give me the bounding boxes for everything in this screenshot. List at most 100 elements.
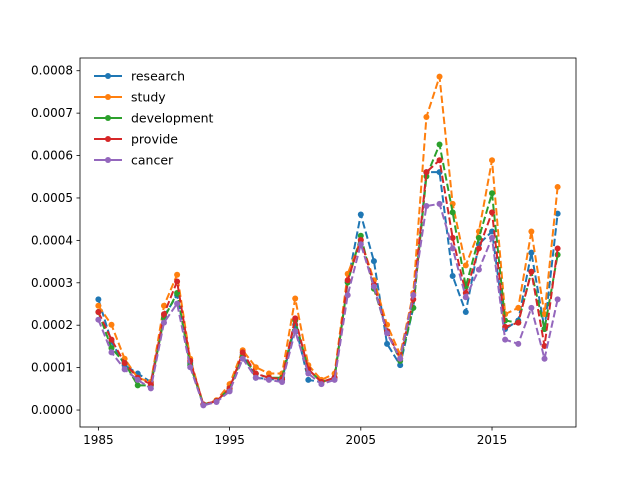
data-point-provide-1997: [252, 370, 259, 377]
legend-label: development: [131, 111, 214, 126]
data-point-provide-2005: [357, 236, 364, 243]
data-point-cancer-1996: [239, 355, 246, 362]
data-point-study-1985: [95, 302, 102, 309]
data-point-cancer-2017: [515, 340, 522, 347]
data-point-cancer-2007: [384, 330, 391, 337]
data-point-provide-2015: [489, 209, 496, 216]
data-point-cancer-2001: [305, 370, 312, 377]
data-point-provide-2010: [423, 169, 430, 176]
data-point-provide-1985: [95, 309, 102, 316]
data-point-study-2000: [292, 295, 299, 302]
data-point-development-2005: [357, 232, 364, 239]
data-point-research-2013: [462, 309, 469, 316]
data-point-study-1991: [174, 271, 181, 278]
y-tick-label: 0.0006: [31, 149, 73, 163]
series-line-provide: [97, 159, 559, 406]
data-point-cancer-2016: [502, 336, 509, 343]
data-point-study-2017: [515, 304, 522, 311]
data-point-provide-1996: [239, 349, 246, 356]
y-tick-label: 0.0005: [31, 191, 73, 205]
legend-item-development: development: [94, 111, 214, 126]
data-point-development-2012: [449, 209, 456, 216]
data-point-provide-1991: [174, 278, 181, 285]
data-point-provide-2018: [528, 268, 535, 275]
data-point-provide-2011: [436, 157, 443, 164]
data-point-study-2018: [528, 228, 535, 235]
data-point-study-2015: [489, 157, 496, 164]
x-tick-label: 2005: [346, 433, 377, 447]
legend-swatch-marker: [105, 136, 111, 142]
data-point-cancer-2010: [423, 203, 430, 210]
x-tick-label: 1985: [83, 433, 114, 447]
data-point-cancer-2004: [344, 292, 351, 299]
legend: research study development provide cancer: [94, 69, 214, 168]
y-tick-label: 0.0002: [31, 318, 73, 332]
series-line-cancer: [97, 202, 559, 407]
data-point-cancer-2020: [554, 296, 561, 303]
data-point-provide-1987: [121, 359, 128, 366]
data-point-provide-1986: [108, 336, 115, 343]
y-tick-label: 0.0001: [31, 361, 73, 375]
data-point-cancer-2019: [541, 355, 548, 362]
data-point-cancer-2008: [397, 355, 404, 362]
y-tick-label: 0.0003: [31, 276, 73, 290]
data-point-cancer-1986: [108, 349, 115, 356]
data-point-cancer-2005: [357, 241, 364, 248]
data-point-provide-2017: [515, 319, 522, 326]
data-point-development-2014: [475, 234, 482, 241]
data-point-cancer-1993: [200, 402, 207, 409]
data-point-cancer-2011: [436, 200, 443, 207]
legend-label: provide: [131, 132, 178, 147]
data-point-research-1985: [95, 296, 102, 303]
data-point-cancer-2015: [489, 234, 496, 241]
data-point-research-2008: [397, 362, 404, 369]
data-point-study-1990: [160, 302, 167, 309]
data-point-provide-2012: [449, 234, 456, 241]
x-tick-label: 1995: [214, 433, 245, 447]
data-point-cancer-2009: [410, 292, 417, 299]
data-point-cancer-1991: [174, 300, 181, 307]
data-point-study-1998: [265, 370, 272, 377]
legend-label: study: [131, 90, 166, 105]
data-point-cancer-2003: [331, 376, 338, 383]
data-point-cancer-1998: [265, 376, 272, 383]
data-point-cancer-1997: [252, 374, 259, 381]
data-point-development-2011: [436, 141, 443, 148]
y-axis: 0.0000 0.0001 0.0002 0.0003 0.0004 0.0005 0.00…: [31, 64, 80, 417]
x-axis: 1985 1995 2005 2015: [83, 427, 507, 447]
y-tick-label: 0.0008: [31, 64, 73, 78]
data-point-cancer-2014: [475, 266, 482, 273]
data-point-cancer-1989: [147, 385, 154, 392]
data-point-provide-1990: [160, 311, 167, 318]
data-point-provide-2014: [475, 245, 482, 252]
series-layer: [95, 73, 561, 409]
data-point-research-2018: [528, 249, 535, 256]
data-point-research-2007: [384, 340, 391, 347]
data-point-cancer-1990: [160, 319, 167, 326]
legend-item-cancer: cancer: [94, 153, 174, 168]
data-point-cancer-1987: [121, 366, 128, 373]
data-point-provide-2004: [344, 277, 351, 284]
data-point-cancer-1995: [226, 388, 233, 395]
data-point-cancer-2000: [292, 328, 299, 335]
legend-item-study: study: [94, 90, 166, 105]
data-point-cancer-2012: [449, 245, 456, 252]
legend-label: cancer: [131, 153, 174, 168]
legend-swatch-marker: [105, 94, 111, 100]
legend-swatch-marker: [105, 157, 111, 163]
data-point-study-2010: [423, 113, 430, 120]
data-point-study-1997: [252, 364, 259, 371]
data-point-research-2006: [370, 258, 377, 265]
data-point-cancer-1994: [213, 398, 220, 405]
data-point-research-2012: [449, 273, 456, 280]
data-point-research-2001: [305, 376, 312, 383]
data-point-cancer-2006: [370, 283, 377, 290]
data-point-cancer-2013: [462, 294, 469, 301]
series-cancer: [95, 200, 561, 409]
data-point-cancer-1999: [279, 379, 286, 386]
data-point-development-2015: [489, 190, 496, 197]
data-point-provide-2020: [554, 245, 561, 252]
data-point-cancer-2002: [318, 381, 325, 388]
